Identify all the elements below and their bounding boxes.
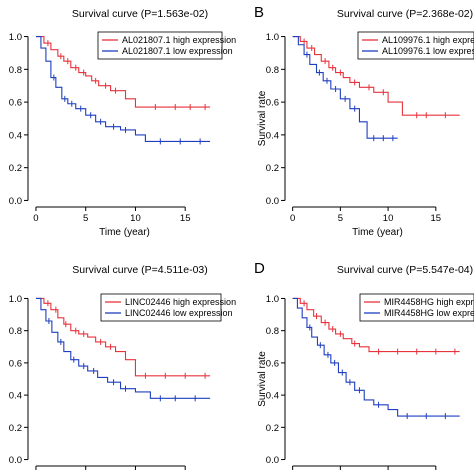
x-tick-label: 0: [33, 213, 38, 224]
y-tick-label: 0.0: [9, 196, 22, 207]
y-tick-label: 0.4: [9, 391, 22, 402]
y-tick-label: 0.8: [9, 326, 22, 337]
panel-title: Survival curve (P=5.547e-04): [337, 264, 473, 276]
panel-title: Survival curve (P=4.511e-03): [72, 264, 208, 276]
y-tick-label: 0.0: [266, 196, 279, 207]
legend-entry: AL109976.1 low expression: [382, 46, 474, 56]
x-tick-label: 10: [383, 213, 394, 224]
x-tick-label: 5: [338, 213, 343, 224]
legend-box: [357, 31, 474, 60]
panel-2: B Survival curve (P=2.368e-02) 0.0 0.2 0.4 0.…: [254, 4, 474, 238]
y-tick-label: 1.0: [9, 32, 22, 43]
panel-letter: D: [254, 260, 265, 277]
x-tick-label: 0: [290, 213, 295, 224]
y-tick-label: 0.6: [9, 358, 22, 369]
legend-entry: LINC02446 low expression: [125, 308, 233, 318]
x-axis-label: Time (year): [99, 227, 150, 238]
y-tick-label: 0.8: [266, 65, 279, 76]
legend-box: [359, 293, 474, 322]
panel-4: D Survival curve (P=5.547e-04) 0.0 0.2 0.4 0.…: [254, 260, 474, 470]
y-tick-label: 0.0: [266, 455, 279, 466]
x-tick-label: 15: [180, 213, 191, 224]
y-tick-label: 0.2: [266, 423, 279, 434]
y-axis-label: Survival rate: [257, 351, 268, 407]
legend-box: [100, 293, 222, 322]
legend-entry: LINC02446 high expression: [125, 297, 236, 307]
y-tick-label: 0.2: [9, 163, 22, 174]
panel-title: Survival curve (P=2.368e-02): [337, 8, 473, 20]
x-tick-label: 10: [130, 213, 141, 224]
legend-entry: AL109976.1 high expressio: [382, 35, 474, 45]
y-tick-label: 0.6: [9, 98, 22, 109]
y-tick-label: 0.6: [266, 358, 279, 369]
y-tick-label: 0.8: [9, 65, 22, 76]
series-line-high: [292, 36, 460, 116]
legend-entry: AL021807.1 high expression: [122, 35, 236, 45]
y-tick-label: 1.0: [266, 32, 279, 43]
panel-title: Survival curve (P=1.563e-02): [72, 8, 208, 20]
y-tick-label: 0.2: [9, 423, 22, 434]
y-tick-label: 0.4: [9, 130, 22, 141]
y-tick-label: 0.0: [9, 455, 22, 466]
legend-entry: MIR4458HG high expressi: [384, 297, 474, 307]
y-tick-label: 0.4: [266, 391, 279, 402]
x-tick-label: 15: [431, 213, 442, 224]
y-tick-label: 0.2: [266, 163, 279, 174]
y-tick-label: 1.0: [9, 294, 22, 305]
y-tick-label: 0.6: [266, 98, 279, 109]
series-line-high: [35, 36, 211, 108]
x-axis-label: Time (year): [352, 227, 403, 238]
x-tick-label: 5: [83, 213, 88, 224]
panel-letter: B: [254, 4, 264, 21]
series-line-low: [35, 36, 211, 142]
y-axis-label: Survival rate: [257, 90, 268, 146]
panel-3: Survival curve (P=4.511e-03) 0.0 0.2 0.4 0.6…: [9, 264, 236, 470]
legend-entry: MIR4458HG low expression: [384, 308, 474, 318]
panel-1: Survival curve (P=1.563e-02) 0.0 0.2 0.4 0.6…: [9, 8, 236, 238]
legend-box: [97, 31, 223, 60]
y-tick-label: 0.4: [266, 130, 279, 141]
y-tick-label: 1.0: [266, 294, 279, 305]
legend-entry: AL021807.1 low expression: [122, 46, 233, 56]
y-tick-label: 0.8: [266, 326, 279, 337]
